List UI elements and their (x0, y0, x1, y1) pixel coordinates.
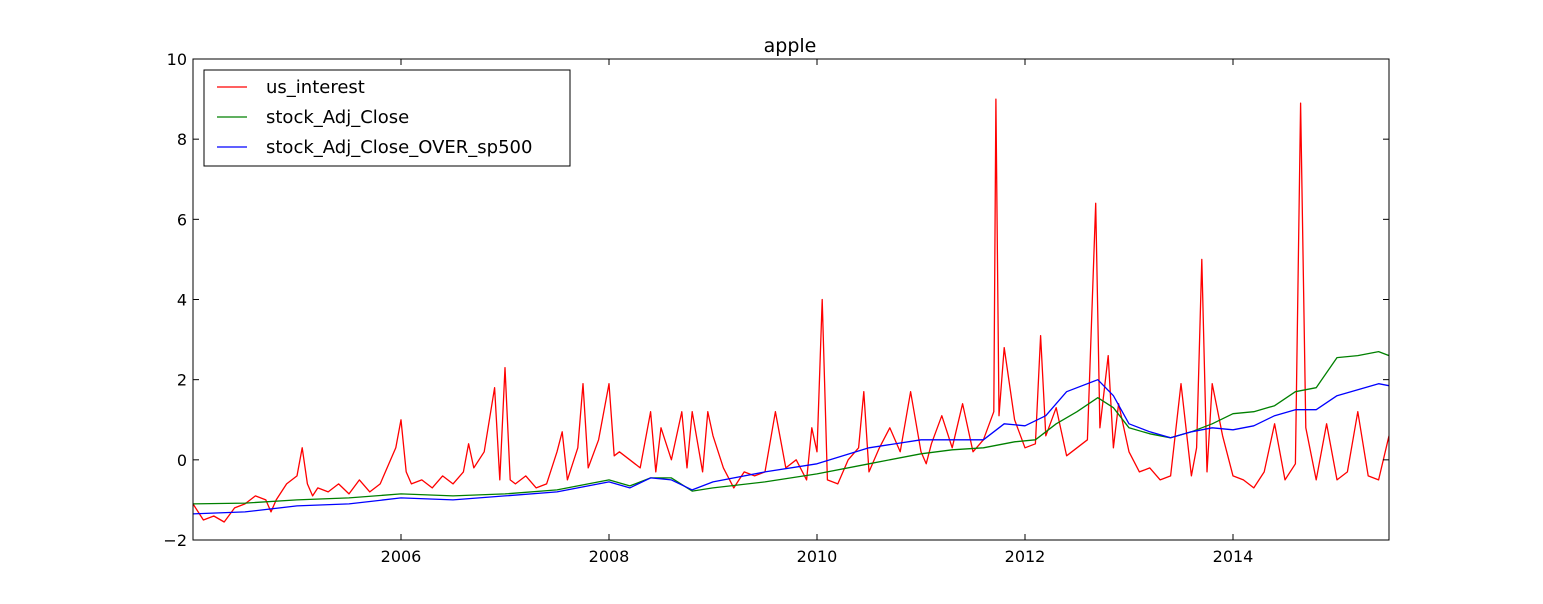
plot-frame (192, 58, 1390, 541)
series-line-stock-adj-close (193, 350, 1389, 505)
x-tick-label: 2010 (797, 547, 838, 566)
y-tick-label: 8 (177, 130, 187, 149)
y-tick-label: 6 (177, 210, 187, 229)
series-line-stock-adj-close-over-sp500 (193, 379, 1389, 515)
legend: us_interest stock_Adj_Close stock_Adj_Clos… (203, 69, 571, 167)
legend-box (203, 69, 571, 167)
series-line-us-interest (193, 98, 1389, 523)
axis-ticks: 2006 2008 2010 2012 2014 −2 0 2 4 6 8 10 (163, 50, 1389, 566)
legend-label: us_interest (266, 77, 365, 98)
y-tick-label: 2 (177, 371, 187, 390)
legend-label: stock_Adj_Close_OVER_sp500 (266, 137, 532, 158)
x-tick-label: 2012 (1005, 547, 1046, 566)
y-tick-label: 0 (177, 451, 187, 470)
y-tick-label: 4 (177, 291, 187, 310)
x-tick-label: 2014 (1213, 547, 1254, 566)
x-tick-label: 2006 (381, 547, 422, 566)
y-tick-label: 10 (167, 50, 187, 69)
x-tick-label: 2008 (589, 547, 630, 566)
legend-label: stock_Adj_Close (266, 107, 409, 128)
plot-area (193, 98, 1389, 523)
chart-title: apple (764, 35, 817, 57)
y-tick-label: −2 (163, 531, 187, 550)
